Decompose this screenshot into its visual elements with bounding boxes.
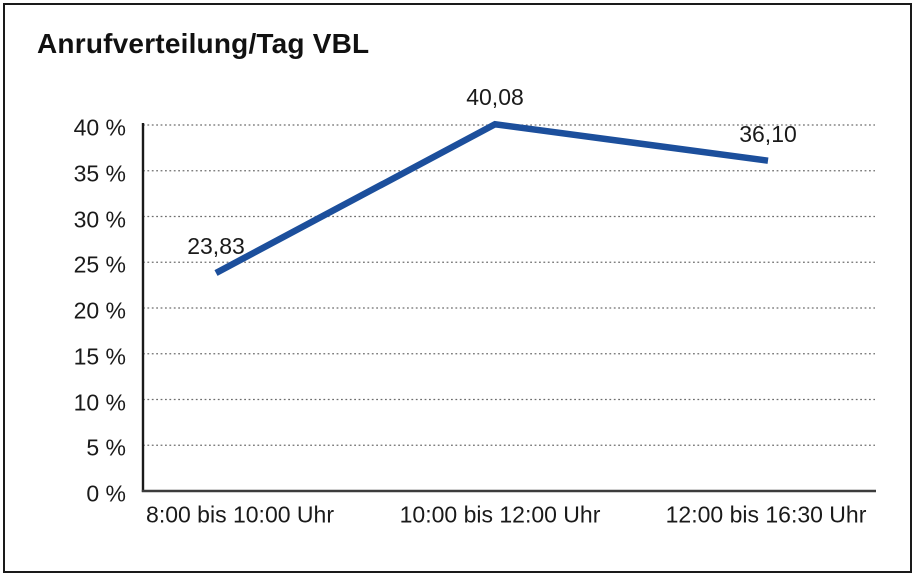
horizontal-gridlines (143, 124, 875, 446)
y-axis-tick-label: 10 % (73, 389, 126, 415)
y-axis-tick-label: 25 % (73, 251, 126, 278)
x-axis-category-label: 8:00 bis 10:00 Uhr (146, 501, 334, 528)
y-axis-tick-label: 5 % (86, 434, 126, 461)
data-point-label: 40,08 (466, 84, 524, 111)
y-axis-tick-label: 20 % (73, 297, 126, 324)
x-axis-category-label: 12:00 bis 16:30 Uhr (665, 501, 867, 528)
y-axis-tick-label: 30 % (73, 206, 126, 232)
data-point-label: 36,10 (739, 120, 797, 147)
chart-title: Anrufverteilung/Tag VBL (37, 28, 370, 59)
x-axis-category-label: 10:00 bis 12:00 Uhr (399, 501, 601, 528)
y-axis-tick-label: 40 % (73, 114, 126, 141)
data-point-label: 23,83 (187, 232, 245, 259)
y-axis-tick-label: 15 % (73, 343, 126, 370)
y-axis-tick-label: 35 % (73, 160, 126, 187)
data-series-line (214, 120, 769, 276)
y-axis-tick-label: 0 % (86, 480, 126, 507)
